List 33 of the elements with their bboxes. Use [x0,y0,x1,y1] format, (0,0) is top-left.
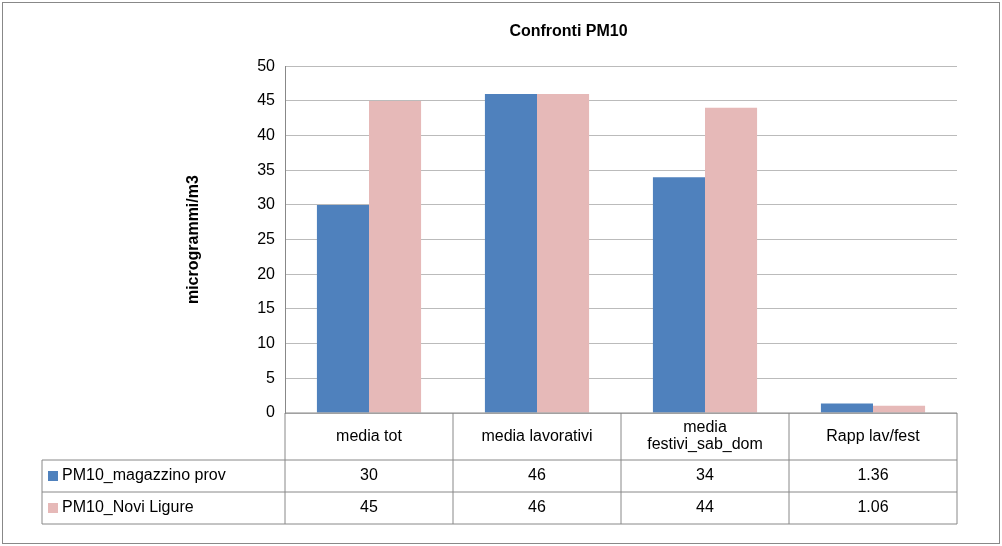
y-tick-label: 45 [257,91,276,109]
legend-label: PM10_Novi Ligure [62,498,194,517]
bar [705,107,758,413]
data-label: 30 [360,466,378,484]
data-label: 45 [360,498,378,516]
y-tick-label: 0 [266,403,276,421]
y-tick-label: 25 [257,230,276,248]
y-tick-label: 10 [257,334,276,352]
bar [484,93,537,413]
y-tick-label: 30 [257,195,276,213]
y-axis-title: microgrammi/m3 [184,175,202,305]
data-label: 1.06 [857,498,889,516]
data-label: 44 [696,498,714,516]
y-tick-label: 5 [266,368,276,386]
bar [316,204,369,413]
data-label: 1.36 [857,466,889,484]
y-tick-label: 20 [257,264,276,282]
chart-title: Confronti PM10 [509,22,628,40]
x-tick-label: media lavorativi [481,426,593,444]
x-tick-label: media tot [336,426,403,444]
y-tick-label: 35 [257,160,276,178]
bar [652,177,705,413]
bar [369,100,422,413]
data-label: 46 [528,498,546,516]
y-tick-label: 15 [257,299,276,317]
y-tick-label: 40 [257,125,276,143]
data-label: 46 [528,466,546,484]
y-tick-label: 50 [257,56,276,74]
data-label: 34 [696,466,714,484]
x-tick-label: media festivi_sab_dom [647,418,763,454]
x-tick-label: Rapp lav/fest [826,426,921,444]
bar [537,93,590,413]
legend-label: PM10_magazzino prov [62,466,226,485]
